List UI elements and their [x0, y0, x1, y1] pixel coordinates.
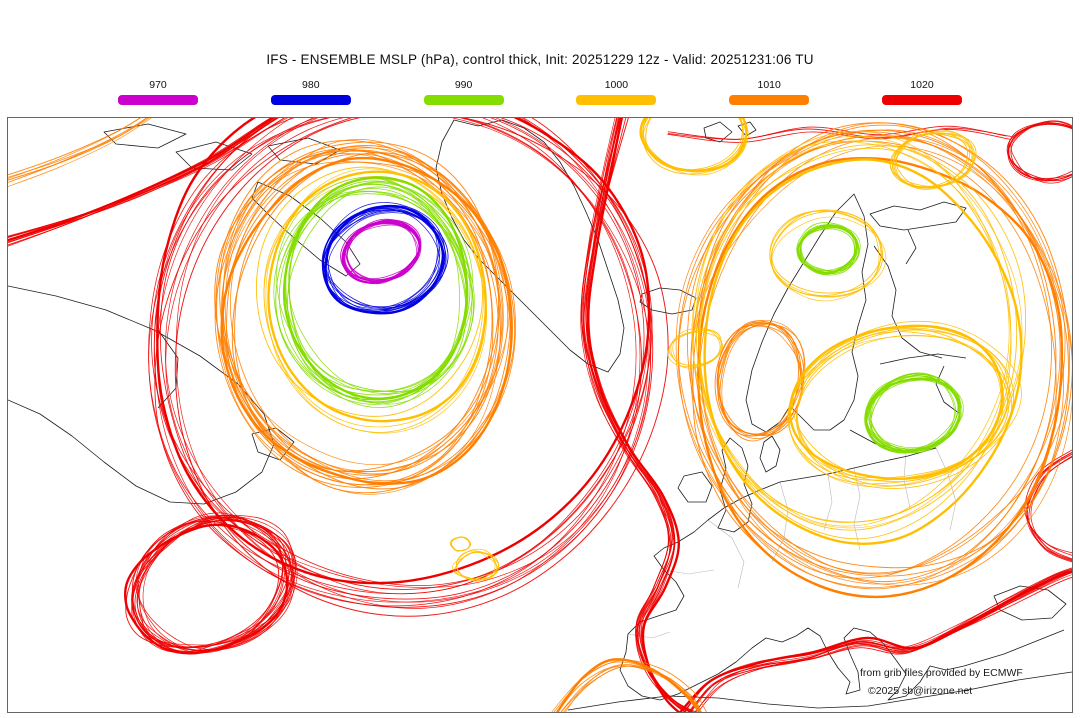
legend-item-1020: 1020 — [881, 79, 962, 105]
map-panel: from grib files provided by ECMWF ©2025 … — [7, 117, 1073, 713]
legend-color-bar — [118, 95, 198, 105]
ensemble-contours-layer — [8, 118, 1072, 712]
legend-color-bar — [576, 95, 657, 105]
pressure-legend: 970 980 990 1000 1010 1020 — [118, 79, 962, 105]
legend-item-label: 1010 — [757, 79, 781, 91]
coastlines-layer — [8, 119, 1072, 711]
legend-color-bar — [270, 95, 351, 105]
legend-item-970: 970 — [118, 79, 198, 105]
legend-item-990: 990 — [423, 79, 504, 105]
legend-item-1000: 1000 — [576, 79, 657, 105]
legend-item-980: 980 — [270, 79, 351, 105]
legend-color-bar — [423, 95, 504, 105]
chart-title: IFS - ENSEMBLE MSLP (hPa), control thick… — [266, 52, 814, 67]
mslp-spaghetti-map — [8, 118, 1072, 712]
legend-item-label: 980 — [302, 79, 320, 91]
legend-item-label: 990 — [454, 79, 473, 91]
legend-item-label: 970 — [149, 79, 167, 91]
legend-item-label: 1020 — [910, 79, 934, 91]
attribution-source: from grib files provided by ECMWF — [860, 667, 1023, 679]
legend-item-1010: 1010 — [729, 79, 810, 105]
attribution-copyright: ©2025 sb@irizone.net — [868, 685, 973, 697]
legend-item-label: 1000 — [604, 79, 629, 91]
legend-color-bar — [729, 95, 810, 105]
legend-color-bar — [881, 95, 962, 105]
